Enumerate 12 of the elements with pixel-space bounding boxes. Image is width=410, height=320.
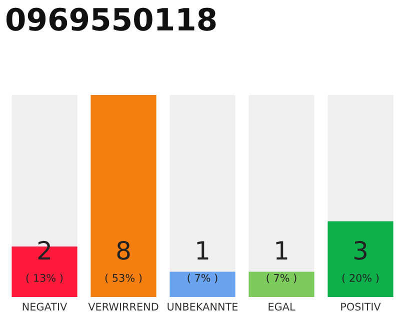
chart-title: 0969550118 (6, 8, 216, 31)
x-tick-label: UNBEKANNTE (168, 302, 238, 311)
data-label: 1 ( 7% ) (188, 241, 218, 284)
data-label: 8 ( 53% ) (105, 240, 142, 284)
data-label: 1 ( 7% ) (266, 241, 296, 284)
x-tick-label: POSITIV (341, 302, 381, 311)
x-tick-label: NEGATIV (22, 302, 68, 311)
bar (170, 272, 236, 297)
bar (248, 272, 314, 297)
x-tick-label: VERWIRREND (88, 302, 158, 310)
x-tick-label: EGAL (268, 302, 296, 311)
data-label: 3 ( 20% ) (342, 240, 379, 284)
